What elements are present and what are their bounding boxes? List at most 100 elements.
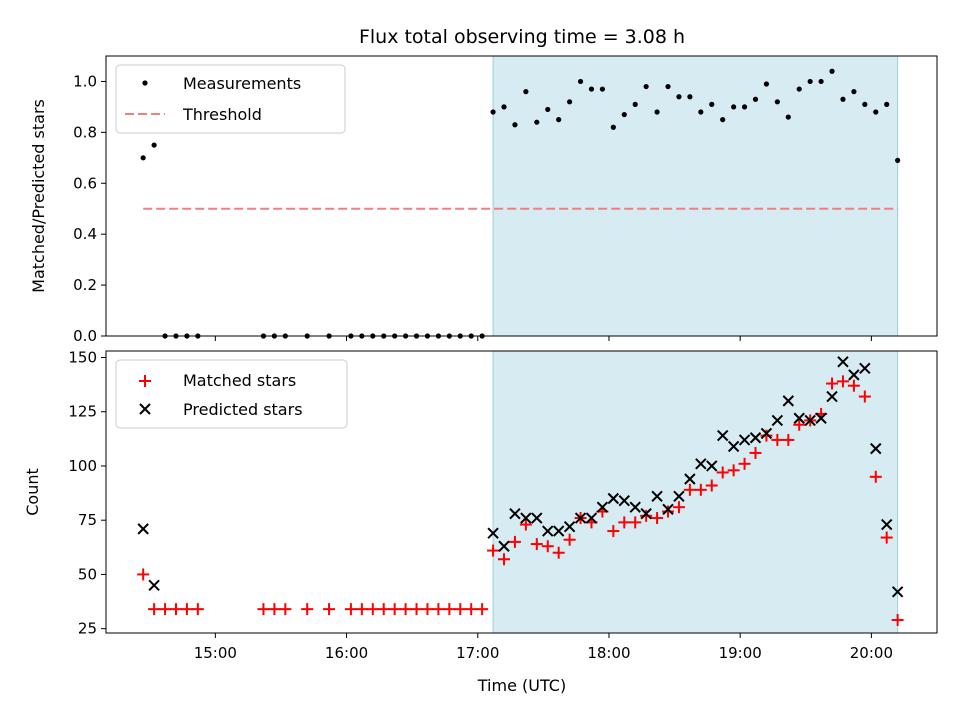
matched-star-point (323, 603, 336, 616)
predicted-star-point (848, 369, 860, 381)
matched-star-point (749, 446, 762, 459)
bottom-plot-panel: 25 50 75 100 125 150 15:00 16:00 17:00 18:00 19:00… (23, 349, 938, 695)
top-plot-panel: 0.0 0.2 0.4 0.6 0.8 1.0 Matched/Predicted sta… (29, 55, 938, 345)
matched-star-point (191, 603, 204, 616)
predicted-star-point (137, 523, 149, 535)
predicted-star-point (673, 490, 685, 503)
measurement-point (796, 86, 802, 92)
x-tick-label: 19:00 (719, 644, 762, 662)
matched-star-point (727, 464, 740, 477)
measurement-point (490, 109, 496, 115)
matched-star-point (793, 418, 806, 431)
matched-star-point (344, 603, 357, 616)
bottom-y-tick-label: 125 (68, 403, 97, 421)
matched-star-point (672, 501, 685, 514)
predicted-star-point (629, 501, 641, 513)
predicted-star-point (804, 414, 816, 427)
measurement-point (556, 117, 562, 123)
bottom-data-marks (137, 356, 904, 626)
matched-star-point (705, 479, 718, 492)
predicted-star-point (487, 527, 499, 539)
matched-star-point (880, 531, 893, 544)
legend-matched-marker (139, 375, 151, 387)
bottom-y-tick-label: 75 (78, 511, 97, 529)
top-y-tick-label: 0.0 (73, 327, 97, 345)
measurement-point (709, 101, 715, 107)
matched-star-point (629, 516, 642, 529)
x-axis-label: Time (UTC) (477, 676, 566, 695)
predicted-star-point (760, 427, 773, 440)
measurement-point (676, 94, 682, 100)
matched-star-point (388, 603, 401, 616)
matched-star-point (858, 390, 871, 403)
top-y-tick-label: 0.6 (73, 174, 97, 192)
top-y-axis-label: Matched/Predicted stars (29, 99, 48, 293)
measurement-point (567, 99, 573, 105)
predicted-star-point (706, 460, 718, 472)
matched-star-point (869, 470, 882, 483)
predicted-star-point (837, 356, 849, 368)
measurement-point (665, 83, 671, 90)
matched-star-point (169, 603, 182, 616)
measurement-point (577, 78, 584, 85)
legend-measurements-label: Measurements (183, 74, 301, 93)
top-shaded-region (492, 55, 899, 337)
matched-star-point (760, 429, 773, 442)
legend-measurement-marker (142, 80, 148, 86)
predicted-star-point (870, 442, 882, 455)
predicted-star-point (563, 521, 576, 533)
matched-star-point (443, 603, 456, 616)
matched-star-point (618, 516, 631, 529)
legend-predicted-label: Predicted stars (183, 400, 303, 419)
matched-star-point (180, 603, 193, 616)
matched-star-point (771, 433, 784, 446)
x-tick-label: 17:00 (456, 644, 499, 662)
measurement-point (720, 117, 726, 123)
measurement-point (785, 114, 791, 120)
measurement-point (774, 99, 780, 105)
predicted-star-point (782, 395, 795, 407)
matched-star-point (716, 466, 729, 479)
matched-star-point (421, 603, 434, 616)
bottom-y-tick-label: 150 (68, 349, 97, 367)
matched-star-point (541, 540, 554, 553)
matched-star-point (432, 603, 445, 616)
legend-threshold-label: Threshold (182, 105, 262, 124)
measurement-point (621, 111, 627, 118)
predicted-star-point (640, 507, 652, 520)
predicted-star-point (880, 518, 893, 531)
bottom-axes: 25 50 75 100 125 150 15:00 16:00 17:00 18:00 19:00… (68, 349, 893, 662)
matched-star-point (836, 375, 849, 388)
predicted-star-point (695, 458, 707, 470)
measurement-point (140, 155, 146, 161)
predicted-star-point (771, 414, 784, 427)
measurement-point (501, 104, 507, 110)
predicted-star-point (815, 412, 827, 424)
matched-star-point (366, 603, 379, 616)
matched-star-point (279, 603, 292, 616)
matched-star-point (640, 509, 653, 522)
measurement-point (895, 157, 901, 163)
measurement-point (818, 78, 824, 85)
predicted-star-point (148, 579, 160, 591)
matched-star-point (399, 603, 412, 616)
matched-star-point (301, 603, 314, 616)
measurement-point (752, 96, 759, 102)
legend-matched-label: Matched stars (183, 371, 296, 390)
bottom-legend: Matched stars Predicted stars (115, 359, 348, 429)
matched-star-point (651, 512, 664, 525)
measurement-point (807, 78, 813, 85)
predicted-star-point (684, 473, 696, 485)
measurement-point (599, 86, 606, 92)
legend-predicted-marker (139, 403, 151, 415)
matched-star-point (355, 603, 368, 616)
measurement-point (829, 68, 835, 74)
matched-star-point (487, 544, 500, 557)
measurement-point (610, 124, 616, 130)
matched-star-point (148, 603, 161, 616)
predicted-star-point (596, 501, 609, 513)
matched-star-point (891, 613, 904, 626)
measurement-point (588, 86, 595, 92)
matched-star-point (738, 457, 751, 470)
